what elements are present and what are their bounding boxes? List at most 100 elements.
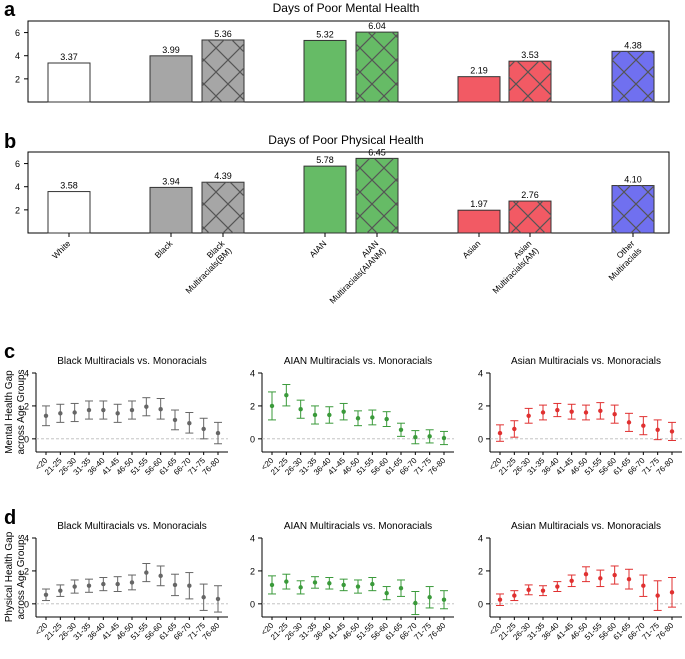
x-tick-label-line: AIAN: [307, 238, 328, 259]
mean-point: [655, 593, 660, 598]
panel-d-subplots: Black Multiracials vs. Monoracials024<20…: [24, 521, 682, 642]
mean-point: [158, 573, 163, 579]
mean-point: [355, 584, 361, 589]
bar-value-label: 3.58: [60, 181, 78, 191]
mean-point: [370, 415, 375, 420]
y-tick-label: 2: [15, 74, 20, 84]
mean-point: [569, 409, 574, 414]
panel-c-ylabel-line2: across Age Groups: [16, 369, 27, 454]
mean-point: [370, 581, 375, 587]
bar-value-label: 3.99: [162, 45, 180, 55]
y-tick-label: 6: [15, 159, 20, 169]
mean-point: [413, 600, 418, 606]
mean-point: [384, 416, 389, 422]
mean-point: [115, 581, 120, 587]
panel-a-bars: 3.37 3.99 5.36 5.32 6.04 2.19 3.53 4.38: [47, 21, 655, 103]
x-tick-label: 76-80: [427, 621, 448, 642]
bar-value-label: 5.32: [316, 29, 334, 39]
bar-value-label: 2.76: [521, 190, 539, 200]
mean-point: [172, 582, 178, 588]
panel-a-y-axis: 2 4 6: [15, 28, 28, 84]
mean-point: [298, 407, 303, 412]
y-tick-label: 4: [478, 369, 483, 379]
mean-point: [269, 403, 275, 409]
y-tick-label: 2: [478, 566, 483, 576]
panel-d-label: d: [4, 507, 16, 529]
bar: [457, 209, 501, 234]
y-tick-label: 0: [478, 434, 483, 444]
mean-point: [115, 411, 120, 416]
mean-point: [555, 407, 560, 413]
mean-point: [512, 426, 517, 432]
y-tick-label: 0: [250, 434, 255, 444]
bar-value-label: 6.45: [368, 147, 386, 157]
mean-point: [298, 585, 303, 590]
mean-point: [497, 597, 503, 602]
subplot: Asian Multiracials vs. Monoracials024<20…: [478, 356, 682, 477]
mean-point: [58, 411, 63, 416]
y-tick-label: 4: [478, 534, 483, 544]
x-tick-label-line: Black: [153, 238, 175, 260]
bar-hatch: [612, 185, 654, 233]
x-tick-label: 76-80: [201, 621, 222, 642]
mean-point: [569, 578, 574, 583]
mean-point: [58, 588, 63, 593]
mean-point: [526, 413, 531, 418]
panel-b-title: Days of Poor Physical Health: [268, 133, 423, 147]
x-tick-label: 76-80: [655, 621, 676, 642]
y-tick-label: 4: [24, 534, 29, 544]
x-tick-label-line: Multiracials(AIANM): [327, 245, 387, 305]
mean-point: [626, 420, 632, 425]
panel-a: a Days of Poor Mental Health 2 4 6 3.37 3.9…: [4, 0, 670, 103]
mean-point: [187, 420, 192, 426]
y-tick-label: 6: [15, 28, 20, 38]
mean-point: [187, 583, 192, 588]
mean-point: [583, 572, 589, 577]
mean-point: [144, 570, 149, 575]
subplot: Asian Multiracials vs. Monoracials024<20…: [478, 521, 682, 642]
mean-point: [72, 410, 77, 415]
panel-d: d Physical Health Gap across Age Groups …: [4, 507, 682, 642]
mean-point: [669, 590, 675, 595]
y-tick-label: 0: [24, 434, 29, 444]
panel-a-label: a: [4, 0, 16, 21]
panel-b: b Days of Poor Physical Health 246 3.58 3…: [4, 131, 670, 306]
mean-point: [86, 583, 92, 588]
mean-point: [269, 582, 275, 588]
mean-point: [540, 588, 546, 593]
mean-point: [398, 585, 404, 591]
y-tick-label: 2: [24, 401, 29, 411]
mean-point: [341, 409, 346, 414]
y-tick-label: 2: [15, 205, 20, 215]
panel-b-frame: [27, 151, 670, 234]
mean-point: [201, 595, 206, 600]
panel-b-x-axis: White Black BlackMultiracials(BM) AIAN AIANM…: [50, 233, 643, 306]
x-tick-label: AIANMultiracials(AIANM): [320, 238, 387, 305]
mean-point: [526, 587, 531, 593]
bar-value-label: 6.04: [368, 21, 386, 31]
bar-value-label: 1.97: [470, 199, 488, 209]
y-tick-label: 4: [250, 369, 255, 379]
mean-point: [626, 576, 632, 582]
x-tick-label: AsianMultiracials(AM): [483, 238, 540, 295]
mean-point: [583, 410, 589, 415]
subplot: AIAN Multiracials vs. Monoracials024<202…: [250, 356, 454, 477]
mean-point: [497, 430, 503, 436]
mean-point: [101, 407, 106, 413]
subplot-title: Black Multiracials vs. Monoracials: [57, 521, 207, 532]
mean-point: [641, 423, 646, 428]
mean-point: [540, 410, 546, 415]
panel-b-bars: 3.58 3.94 4.39 5.78 6.45 1.97 2.76 4.10: [47, 147, 655, 234]
bar-value-label: 3.37: [60, 52, 78, 62]
bar-hatch: [202, 39, 244, 102]
bar-hatch: [509, 61, 551, 102]
mean-point: [355, 416, 361, 421]
subplot-title: Asian Multiracials vs. Monoracials: [511, 521, 661, 532]
panel-c-ylabel-line1: Mental Health Gap: [4, 370, 15, 454]
x-tick-label: White: [50, 238, 73, 261]
y-tick-label: 4: [15, 51, 20, 61]
bar: [47, 62, 91, 103]
panel-b-y-axis: 2 4 6: [15, 159, 28, 215]
x-tick-label: AIAN: [307, 238, 328, 259]
